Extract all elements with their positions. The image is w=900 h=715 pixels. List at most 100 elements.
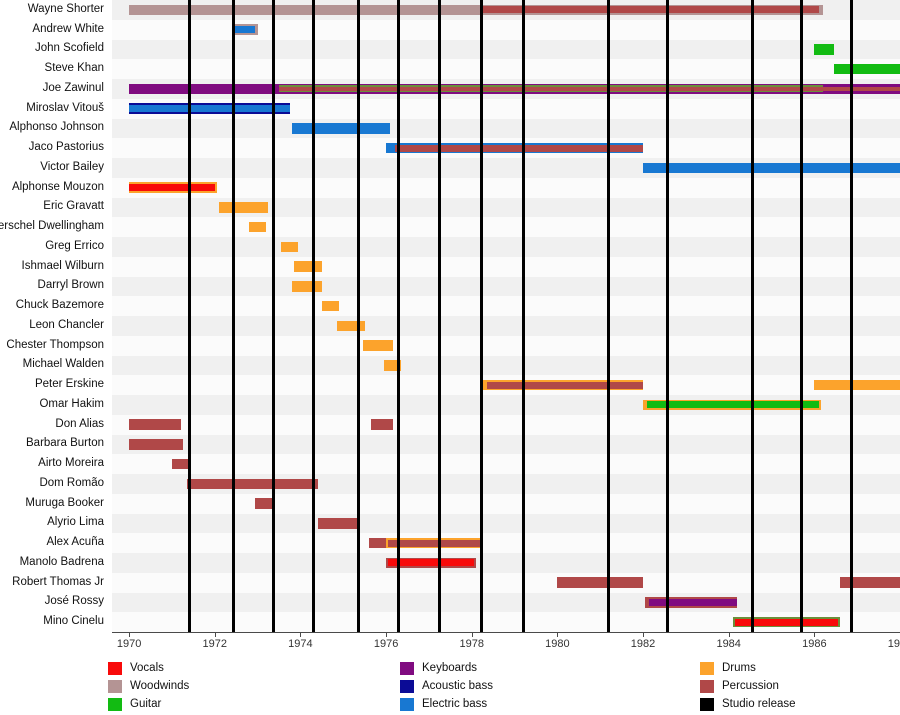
row-band [112, 217, 900, 237]
legend-label: Keyboards [422, 661, 477, 674]
x-axis-tick [129, 632, 131, 637]
member-label: Herschel Dwellingham [0, 220, 104, 233]
x-axis-tick-label: 1974 [288, 638, 313, 650]
legend-column-2: Keyboards Acoustic bass Electric bass [400, 660, 493, 714]
x-axis-tick [814, 632, 816, 637]
legend-swatch [108, 662, 122, 675]
member-label: Dom Romão [39, 476, 104, 489]
row-band [112, 256, 900, 277]
studio-release-line [521, 0, 525, 632]
legend-item: Woodwinds [108, 678, 189, 695]
x-axis-line [112, 632, 900, 633]
legend-label: Drums [722, 661, 756, 674]
timeline-bar [643, 162, 900, 173]
timeline-bar [291, 123, 391, 134]
x-axis-tick [386, 632, 388, 637]
member-label: Alex Acuña [46, 536, 104, 549]
timeline-bar [649, 598, 738, 606]
timeline-bar [249, 221, 267, 233]
row-band [112, 572, 900, 593]
timeline-bar [362, 340, 393, 351]
member-label: Eric Gravatt [43, 200, 104, 213]
timeline-bar [129, 419, 181, 430]
legend-label: Electric bass [422, 697, 488, 710]
row-band [112, 276, 900, 297]
studio-release-line [438, 0, 442, 632]
legend-item: Keyboards [400, 660, 493, 677]
timeline-bar [647, 401, 819, 409]
member-label: Victor Bailey [40, 160, 104, 173]
member-label: Greg Errico [45, 239, 104, 252]
timeline-bar [388, 559, 474, 567]
row-band [112, 414, 900, 435]
timeline-bar [321, 300, 339, 312]
row-band [112, 355, 900, 376]
timeline-bar [317, 518, 361, 529]
row-band [112, 553, 900, 573]
studio-release-line [800, 0, 803, 632]
timeline-bar [368, 537, 389, 549]
legend-label: Studio release [722, 697, 796, 710]
legend-swatch [700, 698, 714, 711]
studio-release-line [665, 0, 669, 632]
legend-label: Percussion [722, 679, 779, 692]
timeline-bar [129, 439, 183, 450]
x-axis-tick [300, 632, 302, 637]
x-axis-tick-label: 1986 [802, 638, 827, 650]
member-label: Steve Khan [44, 62, 104, 75]
timeline-bar [336, 320, 365, 331]
row-band [112, 592, 900, 613]
row-band [112, 237, 900, 257]
studio-release-line [311, 0, 315, 632]
timeline-bar [279, 86, 823, 92]
timeline-bar [735, 618, 838, 626]
legend-label: Vocals [130, 661, 164, 674]
legend-item: Guitar [108, 696, 189, 713]
member-label: Barbara Burton [26, 437, 104, 450]
x-axis-tick [728, 632, 730, 637]
timeline-bar [480, 6, 819, 14]
timeline-bar [129, 105, 290, 113]
member-label: José Rossy [44, 595, 104, 608]
member-label: Leon Chancler [29, 318, 104, 331]
row-band [112, 513, 900, 534]
row-band [112, 434, 900, 455]
legend-item: Acoustic bass [400, 678, 493, 695]
timeline-bar [833, 63, 900, 75]
row-band [112, 39, 900, 60]
row-band [112, 59, 900, 79]
timeline-bar [383, 360, 402, 371]
legend-swatch [700, 680, 714, 693]
x-axis-tick-label: 1970 [116, 638, 142, 650]
x-axis-tick [557, 632, 559, 637]
member-label: Jaco Pastorius [28, 141, 104, 154]
member-label: Chuck Bazemore [15, 299, 104, 312]
row-band [112, 335, 900, 356]
x-axis-tick-label: 1988 [887, 638, 900, 650]
row-band [112, 177, 900, 198]
member-label: Chester Thompson [6, 338, 104, 351]
plot-area [112, 0, 900, 632]
member-label: Peter Erskine [34, 378, 104, 391]
row-band [112, 19, 900, 40]
legend-swatch [700, 662, 714, 675]
member-label: Mino Cinelu [43, 615, 104, 628]
timeline-bar [394, 144, 644, 152]
legend-swatch [400, 662, 414, 675]
row-band [112, 98, 900, 119]
row-band [112, 197, 900, 218]
legend-item: Drums [700, 660, 796, 677]
member-label: Robert Thomas Jr [12, 575, 104, 588]
x-axis-tick-label: 1984 [716, 638, 741, 650]
legend: Vocals Woodwinds Guitar Keyboards Acoustic … [0, 660, 900, 715]
x-axis-tick [643, 632, 645, 637]
row-band [112, 454, 900, 474]
member-label: Darryl Brown [37, 279, 104, 292]
timeline-bar [171, 458, 190, 470]
studio-release-line [479, 0, 483, 632]
member-label: Alyrio Lima [47, 516, 104, 529]
timeline-bar [234, 26, 256, 34]
member-label: Wayne Shorter [27, 2, 104, 15]
timeline-bar [371, 419, 393, 430]
row-band [112, 296, 900, 316]
